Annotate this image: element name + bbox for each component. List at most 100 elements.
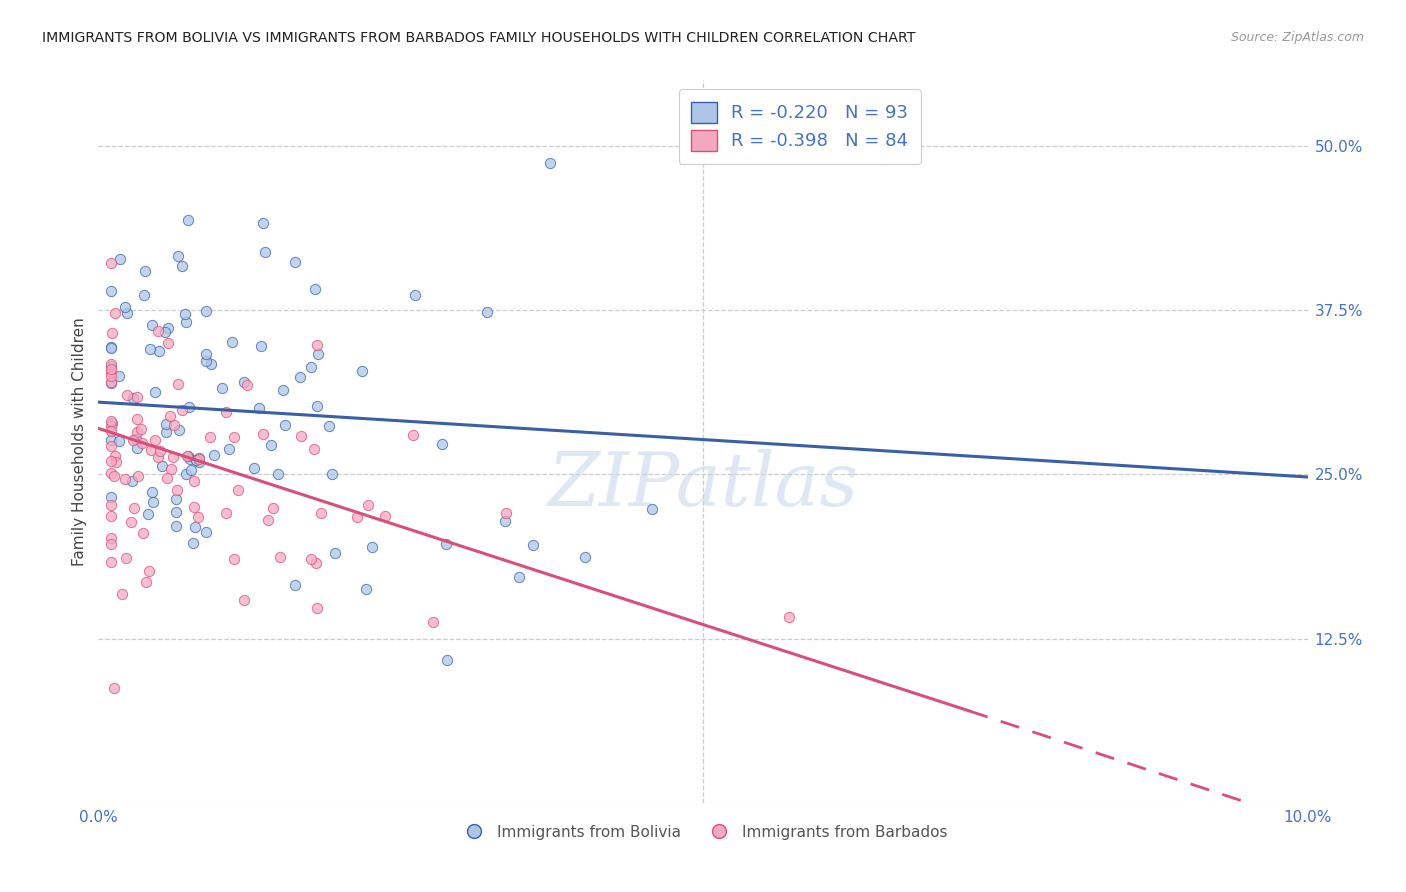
Point <box>247 401 270 416</box>
Point <box>305 556 328 570</box>
Point <box>194 347 217 361</box>
Point <box>374 509 396 524</box>
Point <box>100 341 122 355</box>
Point <box>346 510 368 524</box>
Point <box>174 467 197 481</box>
Point <box>304 282 326 296</box>
Point <box>404 287 426 301</box>
Point <box>436 652 458 666</box>
Point <box>150 459 173 474</box>
Point <box>179 451 201 466</box>
Point <box>132 288 155 302</box>
Point <box>141 442 163 457</box>
Point <box>155 417 177 431</box>
Point <box>305 600 328 615</box>
Point <box>172 402 194 417</box>
Point <box>122 391 145 405</box>
Point <box>117 388 139 402</box>
Point <box>574 549 596 564</box>
Point <box>165 492 187 507</box>
Point <box>252 426 274 441</box>
Point <box>108 252 131 266</box>
Point <box>165 505 187 519</box>
Point <box>100 357 122 371</box>
Point <box>302 442 325 457</box>
Point <box>274 418 297 433</box>
Point <box>198 430 221 444</box>
Point <box>114 472 136 486</box>
Point <box>436 536 458 550</box>
Point <box>262 501 284 516</box>
Point <box>187 452 209 467</box>
Point <box>163 417 186 432</box>
Point <box>139 342 162 356</box>
Point <box>100 466 122 480</box>
Point <box>101 416 124 430</box>
Point <box>187 510 209 524</box>
Point <box>352 364 374 378</box>
Point <box>167 423 190 437</box>
Point <box>103 681 125 695</box>
Point <box>136 507 159 521</box>
Point <box>221 334 243 349</box>
Point <box>121 515 143 529</box>
Point <box>180 463 202 477</box>
Point <box>194 304 217 318</box>
Point <box>214 405 236 419</box>
Point <box>252 217 274 231</box>
Point <box>177 449 200 463</box>
Point <box>125 425 148 439</box>
Point <box>215 506 238 520</box>
Point <box>146 450 169 465</box>
Point <box>430 437 453 451</box>
Point <box>222 552 245 566</box>
Point <box>174 315 197 329</box>
Point <box>184 520 207 534</box>
Point <box>108 434 131 448</box>
Point <box>290 429 312 443</box>
Point <box>159 409 181 423</box>
Point <box>177 401 200 415</box>
Point <box>111 587 134 601</box>
Point <box>183 474 205 488</box>
Point <box>186 453 208 467</box>
Point <box>114 551 136 566</box>
Point <box>125 390 148 404</box>
Point <box>125 411 148 425</box>
Point <box>202 448 225 462</box>
Point <box>288 370 311 384</box>
Point <box>156 321 179 335</box>
Point <box>508 570 530 584</box>
Point <box>160 462 183 476</box>
Point <box>260 437 283 451</box>
Point <box>156 471 179 485</box>
Point <box>269 549 291 564</box>
Point <box>538 155 561 169</box>
Y-axis label: Family Households with Children: Family Households with Children <box>72 318 87 566</box>
Point <box>200 357 222 371</box>
Point <box>121 474 143 488</box>
Point <box>299 551 322 566</box>
Point <box>778 610 800 624</box>
Point <box>100 555 122 569</box>
Point <box>104 449 127 463</box>
Point <box>131 436 153 450</box>
Point <box>131 422 153 436</box>
Point <box>114 301 136 315</box>
Point <box>100 255 122 269</box>
Point <box>100 369 122 384</box>
Point <box>108 369 131 384</box>
Point <box>100 375 122 389</box>
Point <box>422 615 444 630</box>
Point <box>155 425 177 440</box>
Point <box>305 338 328 352</box>
Point <box>157 336 180 351</box>
Point <box>218 442 240 457</box>
Point <box>143 385 166 400</box>
Point <box>211 381 233 395</box>
Point <box>361 540 384 554</box>
Point <box>188 455 211 469</box>
Point <box>100 453 122 467</box>
Point <box>167 249 190 263</box>
Point <box>100 537 122 551</box>
